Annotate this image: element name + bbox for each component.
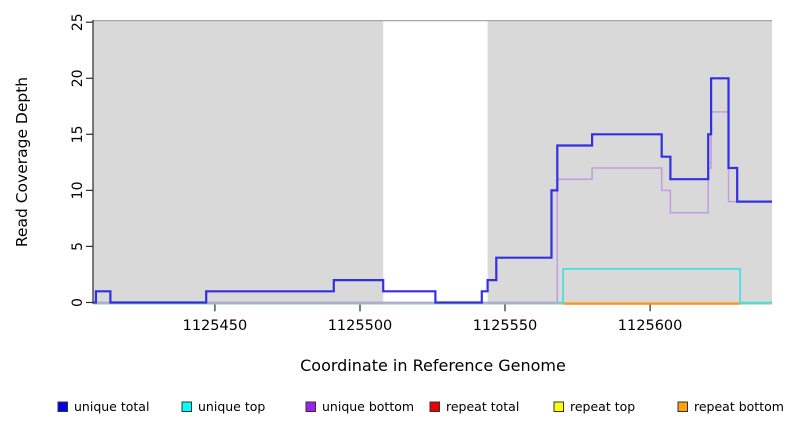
legend-item-repeat-bottom: repeat bottom (677, 399, 784, 414)
legend: unique total unique top unique bottom repea… (57, 399, 784, 414)
y-axis-tick-label: 5 (70, 242, 86, 251)
y-axis-tick-label: 0 (70, 298, 86, 307)
legend-label: repeat bottom (694, 399, 784, 414)
x-axis: 1125450 1125500 1125550 1125600 (183, 303, 683, 334)
legend-label: unique total (74, 399, 149, 414)
legend-item-unique-bottom: unique bottom (305, 399, 414, 414)
y-axis-tick-label: 15 (70, 125, 86, 143)
y-axis-tick-label: 10 (70, 181, 86, 199)
x-axis-tick-label: 1125450 (183, 318, 248, 334)
legend-item-repeat-top: repeat top (553, 399, 635, 414)
shaded-region (487, 20, 772, 304)
shaded-region (93, 20, 384, 304)
legend-swatch-unique-total (57, 401, 68, 412)
legend-swatch-repeat-bottom (677, 401, 688, 412)
legend-label: repeat top (570, 399, 635, 414)
x-axis-tick-label: 1125600 (618, 318, 683, 334)
legend-swatch-unique-bottom (305, 401, 316, 412)
y-axis: 0 5 10 15 20 25 (70, 13, 94, 307)
legend-swatch-unique-top (181, 401, 192, 412)
x-axis-tick-label: 1125550 (473, 318, 538, 334)
legend-label: repeat total (446, 399, 519, 414)
legend-label: unique bottom (322, 399, 414, 414)
legend-item-repeat-total: repeat total (429, 399, 519, 414)
y-axis-tick-label: 20 (70, 69, 86, 87)
legend-swatch-repeat-total (429, 401, 440, 412)
plot-dynamic-layer: 0 5 10 15 20 25 1125450 1125500 1125550 1125600 un… (57, 13, 784, 414)
legend-label: unique top (198, 399, 265, 414)
legend-item-unique-top: unique top (181, 399, 265, 414)
series-unique-bottom (93, 111, 772, 304)
legend-swatch-repeat-top (553, 401, 564, 412)
y-axis-tick-label: 25 (70, 13, 86, 31)
x-axis-tick-label: 1125500 (328, 318, 393, 334)
x-axis-title: Coordinate in Reference Genome (300, 356, 566, 375)
y-axis-title: Read Coverage Depth (13, 77, 31, 247)
legend-item-unique-total: unique total (57, 399, 149, 414)
series-unique-total (93, 77, 772, 304)
